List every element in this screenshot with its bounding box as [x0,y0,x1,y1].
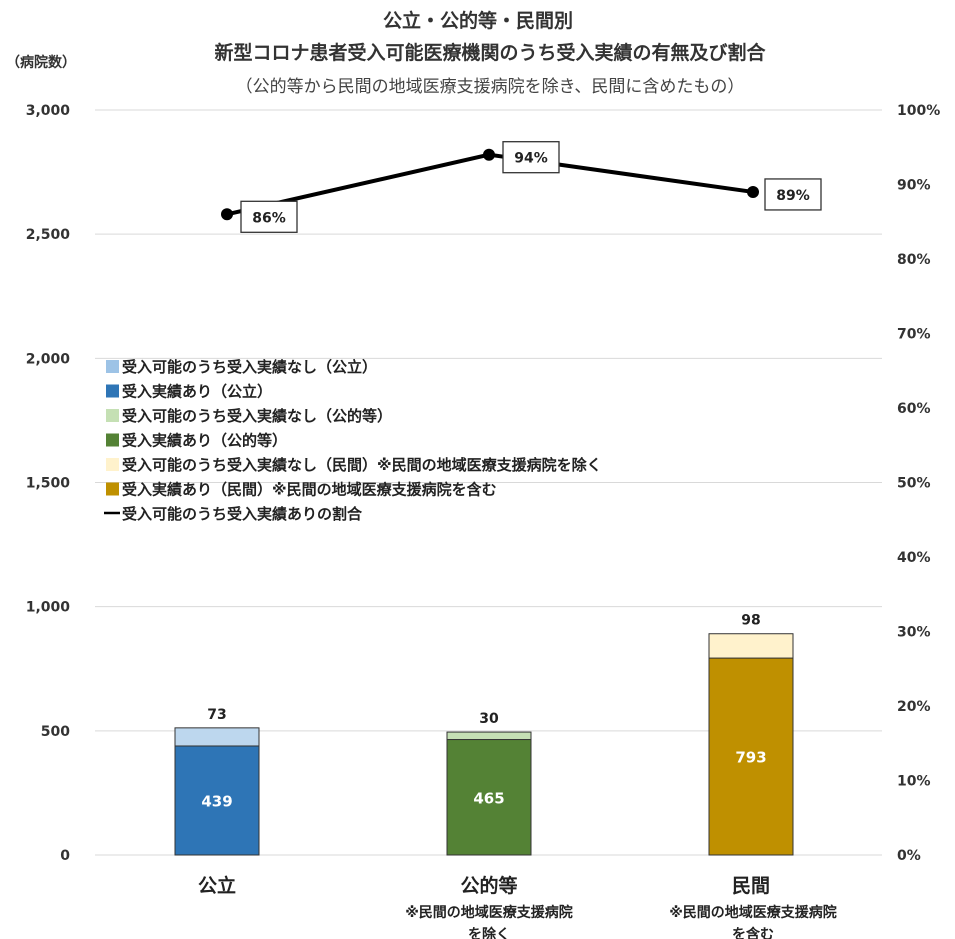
ratio-label: 94% [514,151,548,167]
legend-swatch [106,433,119,447]
bar-accepted [446,739,532,856]
y-tick-label: 3,000 [26,103,71,119]
ratio-label-box [502,141,560,174]
y2-tick-label: 30% [897,625,931,641]
ratio-label-box [240,200,298,233]
y-axis-label: （病院数） [6,54,76,71]
category-label: 公的等 [460,874,517,897]
y2-tick-label: 0% [897,848,921,864]
y-tick-label: 1,000 [26,600,71,616]
y-tick-label: 2,500 [26,227,71,243]
ratio-label: 89% [776,188,810,204]
y2-tick-label: 100% [897,103,940,119]
legend-label: 受入可能のうち受入実績ありの割合 [122,505,363,523]
ratio-label-box [764,178,822,211]
bar-not-accepted-label: 98 [741,613,760,629]
category-note: ※民間の地域医療支援病院 [669,904,837,921]
y2-tick-label: 80% [897,252,931,268]
category-labels: 公立 公的等 ※民間の地域医療支援病院を除く 民間 ※民間の地域医療支援病院を含む [198,874,837,939]
y-tick-label: 2,000 [26,351,71,367]
y2-tick-label: 70% [897,327,931,343]
secondary-y-axis-ticks: 0% 10% 20% 30% 40% 50% 60% 70% 80% 90% 100% [897,103,940,864]
category-note: を含む [732,926,774,939]
ratio-line [226,152,754,217]
bar-not-accepted [446,731,532,741]
chart-note: （公的等から民間の地域医療支援病院を除き、民間に含めたもの） [236,77,745,97]
y-tick-label: 500 [41,724,70,740]
legend-swatch [106,458,119,471]
legend-label: 受入可能のうち受入実績なし（民間）※民間の地域医療支援病院を除く [122,456,602,474]
y2-tick-label: 60% [897,401,931,417]
legend-swatch [106,360,119,373]
y-axis-ticks: 0 500 1,000 1,500 2,000 2,500 3,000 [26,103,71,864]
y2-tick-label: 40% [897,550,931,566]
bar-accepted [174,745,260,856]
ratio-label: 86% [252,210,286,226]
legend-swatch [106,482,119,496]
category-label: 公立 [198,874,236,897]
legend-label: 受入可能のうち受入実績なし（公的等） [122,407,392,425]
bar-accepted-label: 793 [735,749,766,767]
bar-not-accepted [708,633,794,659]
legend-label: 受入可能のうち受入実績なし（公立） [122,358,377,376]
category-label: 民間 [732,875,770,897]
bar-not-accepted-label: 73 [207,707,226,723]
bar-not-accepted [174,727,260,747]
chart-title: 公立・公的等・民間別 [383,9,573,32]
ratio-line-series: 86% 94% 89% [221,141,822,233]
y2-tick-label: 50% [897,476,931,492]
legend-label: 受入実績あり（公的等） [122,432,287,450]
y2-tick-label: 90% [897,178,931,194]
bar-accepted-label: 465 [473,789,504,807]
bar-accepted [708,657,794,856]
y2-tick-label: 10% [897,774,931,790]
y2-tick-label: 20% [897,699,931,715]
y-tick-label: 1,500 [26,476,71,492]
chart-subtitle: 新型コロナ患者受入可能医療機関のうち受入実績の有無及び割合 [214,41,766,64]
bars: 439 73 465 30 793 98 [174,613,794,856]
legend-label: 受入実績あり（民間）※民間の地域医療支援病院を含む [122,481,497,499]
bar-not-accepted-label: 30 [479,711,499,727]
y-tick-label: 0 [60,848,70,864]
legend-swatch [106,409,119,422]
category-note: を除く [468,926,510,939]
ratio-point [221,208,233,221]
ratio-point [483,148,495,161]
bar-accepted-label: 439 [201,792,232,810]
legend-label: 受入実績あり（公立） [122,383,272,401]
legend: 受入可能のうち受入実績なし（公立） 受入実績あり（公立） 受入可能のうち受入実績なし… [104,358,602,523]
category-note: ※民間の地域医療支援病院 [405,904,573,921]
legend-swatch [106,384,119,398]
ratio-point [747,185,759,198]
